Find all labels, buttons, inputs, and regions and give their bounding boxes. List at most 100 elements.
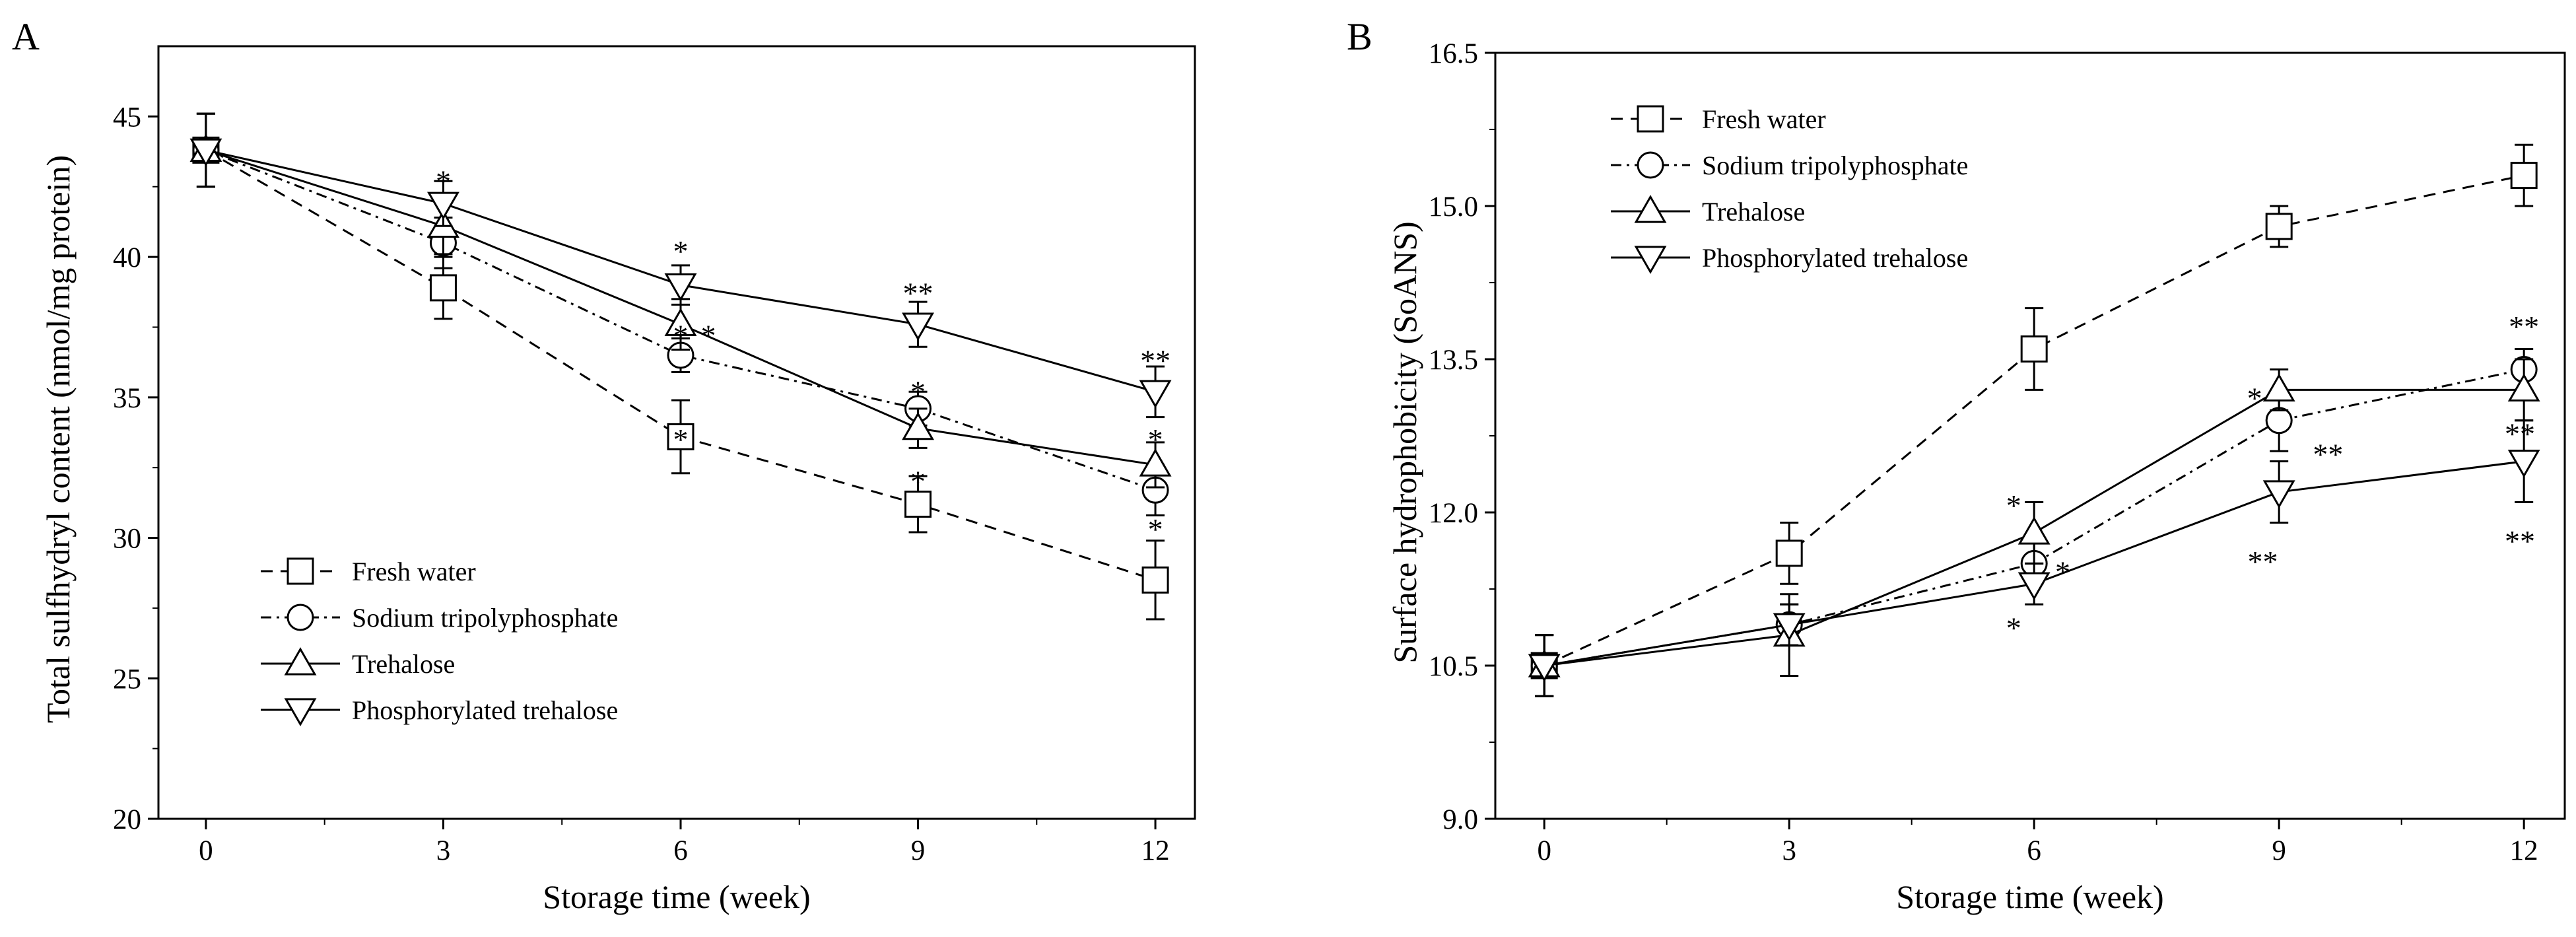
x-tick-label: 3 <box>1782 835 1796 866</box>
x-tick-label: 6 <box>673 835 688 866</box>
data-point <box>2507 450 2540 478</box>
axis-ticks: 0 3 6 9 12 20 25 30 35 40 45 <box>113 102 1170 866</box>
data-point <box>1528 654 1561 682</box>
x-tick-label: 9 <box>911 835 926 866</box>
y-tick-label: 9.0 <box>1442 804 1478 835</box>
legend-item: Trehalose <box>1611 195 1805 226</box>
legend-marker <box>1637 105 1664 133</box>
significance-star: * <box>2006 611 2021 644</box>
series-triangle-down <box>189 112 1172 419</box>
x-tick-label: 12 <box>2510 835 2538 866</box>
significance-annotations: *** ********** <box>436 164 1170 546</box>
legend-item: Phosphorylated trehalose <box>1611 243 1968 274</box>
significance-star: * <box>436 164 451 197</box>
legend-item: Fresh water <box>261 557 476 586</box>
legend-marker <box>1637 151 1664 179</box>
y-tick-label: 20 <box>113 804 141 835</box>
legend-marker <box>1634 195 1667 223</box>
significance-star: ** <box>2247 545 2278 578</box>
data-point <box>2265 213 2293 240</box>
y-tick-label: 35 <box>113 383 141 414</box>
legend-item: Sodium tripolyphosphate <box>261 603 618 633</box>
significance-star: * <box>673 234 688 268</box>
data-point <box>2020 335 2048 363</box>
legend-item: Phosphorylated trehalose <box>261 695 618 726</box>
significance-star: ** <box>903 277 933 310</box>
data-point <box>2507 373 2540 402</box>
legend-label: Phosphorylated trehalose <box>1702 243 1968 273</box>
legend-label: Fresh water <box>1702 104 1826 134</box>
x-tick-label: 0 <box>1537 835 1551 866</box>
data-point <box>2510 162 2538 190</box>
legend-marker <box>287 557 314 585</box>
legend-label: Fresh water <box>352 557 476 586</box>
significance-star: * <box>700 318 716 352</box>
data-point <box>2017 516 2051 545</box>
y-tick-label: 15.0 <box>1429 191 1478 223</box>
data-point <box>427 191 459 221</box>
significance-star: * <box>673 318 688 352</box>
legend-label: Sodium tripolyphosphate <box>1702 151 1968 180</box>
significance-star: ** <box>2313 437 2343 471</box>
data-point <box>1141 566 1169 594</box>
series-square <box>1530 143 2538 697</box>
data-point <box>1139 448 1172 477</box>
y-tick-label: 13.5 <box>1429 345 1478 376</box>
panel-letter: B <box>1347 15 1373 58</box>
x-tick-label: 0 <box>199 835 213 866</box>
data-point <box>2262 373 2295 402</box>
data-point <box>902 312 934 341</box>
axis-ticks: 0 3 6 9 12 9.0 10.5 12.0 13.5 15.0 16.5 <box>1429 38 2538 866</box>
plot-frame <box>157 45 1196 820</box>
significance-star: * <box>910 465 926 499</box>
significance-star: * <box>910 375 926 409</box>
y-tick-label: 30 <box>113 524 141 555</box>
series-group <box>1528 143 2540 697</box>
data-point <box>1139 380 1172 409</box>
panel-b: B 0 3 6 9 129.010.512.013.515.016.5 ********… <box>1347 15 2566 915</box>
data-point <box>664 273 697 302</box>
y-tick-label: 12.0 <box>1429 498 1478 529</box>
y-tick-label: 25 <box>113 664 141 695</box>
y-axis-title: Surface hydrophobicity (SoANS) <box>1386 221 1423 663</box>
legend-item: Fresh water <box>1611 104 1826 134</box>
significance-star: ** <box>2505 417 2535 451</box>
series-triangle-up <box>189 112 1172 489</box>
significance-star: * <box>1148 512 1163 546</box>
y-axis-title: Total sulfhydryl content (nmol/mg protei… <box>40 155 77 723</box>
significance-star: * <box>2006 489 2021 522</box>
legend: Fresh water Sodium tripolyphosphate Trehal… <box>261 557 618 726</box>
series-line <box>1543 174 2525 667</box>
significance-star: ** <box>1140 344 1170 378</box>
significance-star: * <box>673 423 688 456</box>
data-point <box>2262 480 2295 508</box>
significance-star: ** <box>2509 310 2539 343</box>
significance-star: * <box>2055 555 2070 588</box>
data-point <box>429 274 457 302</box>
legend-label: Trehalose <box>1702 197 1805 226</box>
x-axis-title: Storage time (week) <box>1896 878 2163 915</box>
data-point <box>904 490 932 518</box>
data-point <box>902 411 934 440</box>
legend: Fresh water Sodium tripolyphosphate Trehal… <box>1611 104 1968 274</box>
data-point <box>2265 407 2293 434</box>
panel-letter: A <box>12 15 40 58</box>
x-tick-label: 9 <box>2272 835 2286 866</box>
significance-star: * <box>1148 423 1163 456</box>
legend-item: Trehalose <box>261 647 455 679</box>
data-point <box>1773 613 1806 641</box>
significance-star: * <box>2247 381 2262 415</box>
legend-marker <box>287 604 314 631</box>
data-point <box>1775 539 1803 567</box>
x-tick-label: 12 <box>1141 835 1170 866</box>
x-axis-title: Storage time (week) <box>543 878 810 915</box>
y-tick-label: 45 <box>113 102 141 133</box>
series-triangle-down <box>1528 419 2540 697</box>
y-tick-label: 16.5 <box>1429 38 1478 69</box>
legend-item: Sodium tripolyphosphate <box>1611 151 1968 180</box>
y-tick-label: 40 <box>113 242 141 273</box>
legend-label: Phosphorylated trehalose <box>352 695 618 725</box>
legend-marker <box>284 698 317 726</box>
